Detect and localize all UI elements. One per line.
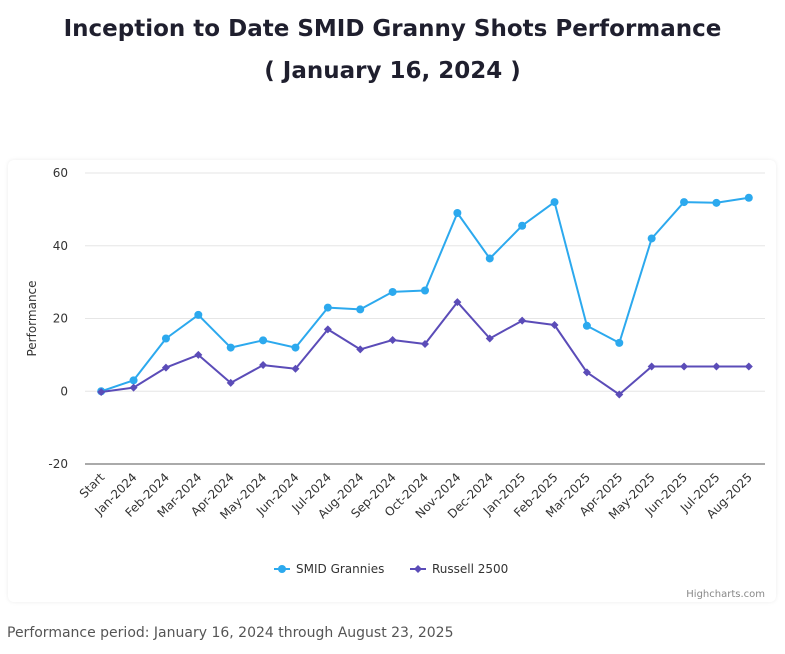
series-russell-2500[interactable]: [97, 298, 753, 399]
y-tick-label: 0: [60, 384, 68, 398]
gridlines: [85, 172, 765, 465]
data-point[interactable]: [680, 198, 689, 207]
data-point[interactable]: [323, 303, 332, 312]
y-tick-label: 60: [53, 166, 68, 180]
legend-label: SMID Grannies: [296, 562, 384, 576]
data-point[interactable]: [194, 310, 203, 319]
legend-marker: [278, 565, 286, 573]
data-point[interactable]: [388, 335, 397, 344]
axes: -200204060PerformanceStartJan-2024Feb-20…: [25, 166, 755, 522]
data-point[interactable]: [453, 209, 462, 218]
data-point[interactable]: [712, 198, 721, 207]
data-point[interactable]: [226, 343, 235, 352]
data-point[interactable]: [744, 362, 753, 371]
data-point[interactable]: [161, 363, 170, 372]
y-tick-label: -20: [48, 457, 68, 471]
y-tick-label: 40: [53, 239, 68, 253]
series-line[interactable]: [100, 196, 749, 393]
data-point[interactable]: [485, 334, 494, 343]
series-smid-grannies[interactable]: [97, 193, 753, 396]
data-point[interactable]: [356, 345, 365, 354]
data-point[interactable]: [291, 343, 300, 352]
series: [97, 193, 753, 399]
data-point[interactable]: [550, 198, 559, 207]
data-point[interactable]: [744, 193, 753, 202]
data-point[interactable]: [323, 325, 332, 334]
data-point[interactable]: [291, 364, 300, 373]
legend[interactable]: SMID Grannies Russell 2500: [274, 562, 508, 576]
data-point[interactable]: [615, 338, 624, 347]
chart-title-line2: ( January 16, 2024 ): [264, 58, 521, 84]
data-point[interactable]: [129, 383, 138, 392]
data-point[interactable]: [680, 362, 689, 371]
y-axis-title: Performance: [25, 280, 39, 356]
legend-marker: [414, 565, 422, 573]
legend-item-russell-2500[interactable]: Russell 2500: [410, 562, 508, 576]
data-point[interactable]: [226, 378, 235, 387]
y-tick-label: 20: [53, 312, 68, 326]
data-point[interactable]: [97, 387, 106, 396]
data-point[interactable]: [259, 336, 268, 345]
data-point[interactable]: [485, 254, 494, 263]
data-point[interactable]: [582, 368, 591, 377]
data-point[interactable]: [615, 390, 624, 399]
legend-label: Russell 2500: [432, 562, 508, 576]
data-point[interactable]: [712, 362, 721, 371]
data-point[interactable]: [647, 362, 656, 371]
data-point[interactable]: [453, 298, 462, 307]
data-point[interactable]: [259, 361, 268, 370]
data-point[interactable]: [550, 321, 559, 330]
data-point[interactable]: [388, 287, 397, 296]
data-point[interactable]: [421, 286, 429, 295]
data-point[interactable]: [161, 334, 170, 343]
data-point[interactable]: [356, 305, 365, 314]
data-point[interactable]: [518, 221, 527, 230]
chart-title-line1: Inception to Date SMID Granny Shots Perf…: [63, 16, 722, 42]
data-point[interactable]: [194, 350, 203, 359]
data-point[interactable]: [518, 316, 527, 325]
data-point[interactable]: [129, 376, 138, 385]
performance-period-note: Performance period: January 16, 2024 thr…: [7, 625, 454, 641]
data-point[interactable]: [421, 339, 429, 348]
data-point[interactable]: [582, 321, 591, 330]
highcharts-credit[interactable]: Highcharts.com: [686, 589, 765, 600]
legend-item-smid-grannies[interactable]: SMID Grannies: [274, 562, 384, 576]
data-point[interactable]: [647, 234, 656, 243]
